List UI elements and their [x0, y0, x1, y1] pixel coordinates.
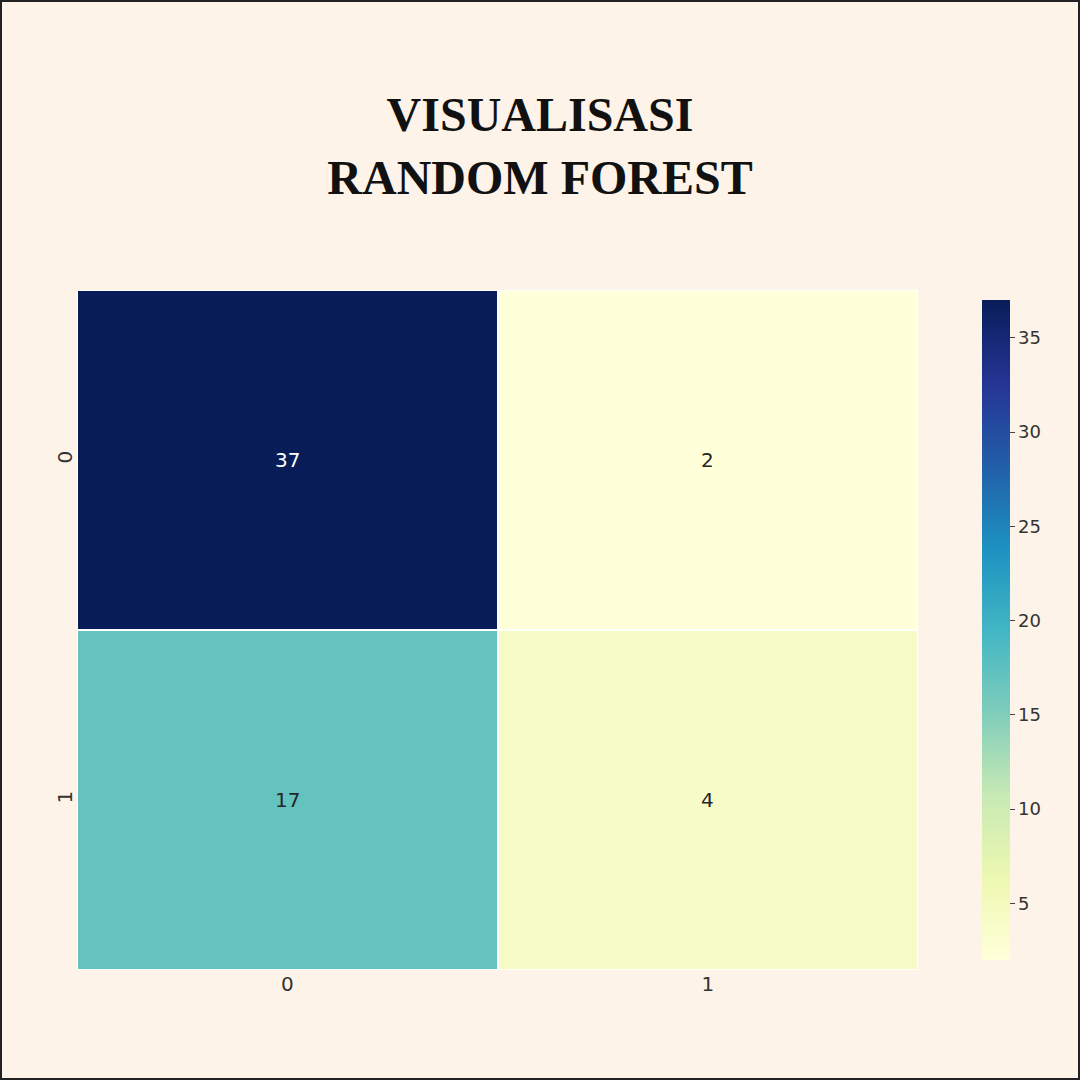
svg-text:30: 30 — [1018, 421, 1041, 442]
svg-text:25: 25 — [1018, 516, 1041, 537]
svg-text:17: 17 — [275, 788, 300, 812]
svg-text:0: 0 — [53, 451, 77, 464]
svg-text:5: 5 — [1018, 893, 1029, 914]
svg-text:1: 1 — [53, 791, 77, 804]
svg-text:2: 2 — [701, 448, 714, 472]
svg-text:4: 4 — [701, 788, 714, 812]
svg-text:0: 0 — [281, 972, 294, 996]
svg-text:15: 15 — [1018, 704, 1041, 725]
svg-text:10: 10 — [1018, 798, 1041, 819]
svg-text:1: 1 — [701, 972, 714, 996]
svg-text:37: 37 — [275, 448, 300, 472]
svg-text:VISUALISASIRANDOM FOREST: VISUALISASIRANDOM FOREST — [327, 88, 752, 203]
svg-text:20: 20 — [1018, 610, 1041, 631]
svg-text:35: 35 — [1018, 327, 1041, 348]
